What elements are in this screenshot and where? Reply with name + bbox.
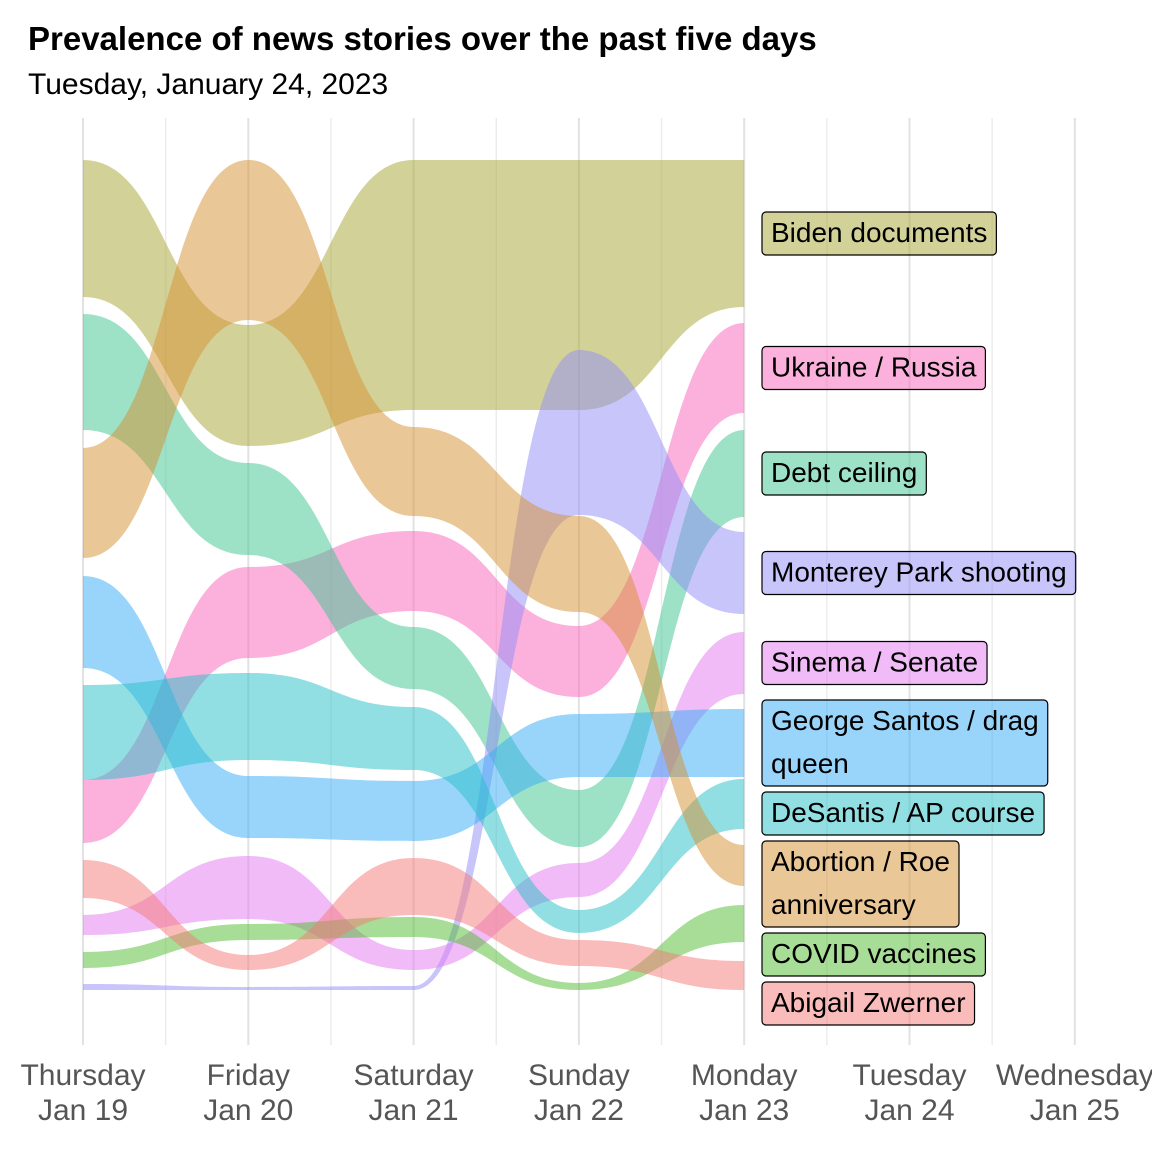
x-tick-label: Friday <box>207 1059 290 1092</box>
label-text: Sinema / Senate <box>771 647 978 678</box>
x-tick-label: Monday <box>691 1059 798 1092</box>
label-debt-ceiling: Debt ceiling <box>761 451 927 496</box>
ribbon-ukraine-russia <box>83 323 745 843</box>
label-box <box>761 981 976 1026</box>
label-box <box>761 932 987 977</box>
label-text: anniversary <box>771 889 916 920</box>
chart-title: Prevalence of news stories over the past… <box>28 20 817 57</box>
label-box <box>761 791 1045 836</box>
x-tick-label: Jan 21 <box>369 1094 459 1127</box>
x-tick-label: Jan 24 <box>864 1094 954 1127</box>
label-george-santos-drag-queen: George Santos / drag queen <box>761 699 1049 787</box>
label-text: Debt ceiling <box>771 457 917 488</box>
chart-subtitle: Tuesday, January 24, 2023 <box>28 68 389 101</box>
label-text: DeSantis / AP course <box>771 797 1035 828</box>
label-biden-documents: Biden documents <box>761 211 997 256</box>
label-box <box>761 345 987 391</box>
label-box <box>761 640 988 686</box>
label-box <box>761 840 960 928</box>
label-text: Monterey Park shooting <box>771 557 1067 588</box>
label-text: Ukraine / Russia <box>771 352 977 383</box>
ribbon-abigail-zwerner <box>83 858 745 990</box>
x-tick-label: Jan 20 <box>203 1094 293 1127</box>
ribbon-covid-vaccines <box>83 905 745 990</box>
x-tick-label: Sunday <box>528 1059 630 1092</box>
x-tick-label: Thursday <box>20 1059 145 1092</box>
label-text: Abigail Zwerner <box>771 987 966 1018</box>
label-box <box>761 699 1049 787</box>
label-box <box>761 550 1077 596</box>
label-sinema-senate: Sinema / Senate <box>761 640 988 686</box>
label-ukraine-russia: Ukraine / Russia <box>761 345 987 391</box>
ribbon-sinema-senate <box>83 632 745 970</box>
x-tick-label: Jan 19 <box>38 1094 128 1127</box>
label-text: COVID vaccines <box>771 938 976 969</box>
label-covid-vaccines: COVID vaccines <box>761 932 987 977</box>
x-tick-label: Jan 25 <box>1030 1094 1120 1127</box>
label-desantis-ap-course: DeSantis / AP course <box>761 791 1045 836</box>
label-monterey-park-shooting: Monterey Park shooting <box>761 550 1077 596</box>
label-text: George Santos / drag <box>771 705 1039 736</box>
label-box <box>761 211 997 256</box>
label-text: Biden documents <box>771 217 987 248</box>
ribbon-monterey-park-shooting <box>83 350 745 990</box>
ribbon-george-santos-drag-queen <box>83 576 745 841</box>
x-tick-label: Wednesday <box>996 1059 1152 1092</box>
series-labels: Biden documents Ukraine / Russia Debt ceil… <box>761 211 1077 1026</box>
x-tick-label: Jan 23 <box>699 1094 789 1127</box>
x-tick-label: Tuesday <box>853 1059 967 1092</box>
label-text: queen <box>771 748 849 779</box>
label-abortion-roe-anniversary: Abortion / Roe anniversary <box>761 840 960 928</box>
ribbon-desantis-ap-course <box>83 673 745 933</box>
label-abigail-zwerner: Abigail Zwerner <box>761 981 976 1026</box>
label-text: Abortion / Roe <box>771 846 950 877</box>
ribbons <box>83 160 745 990</box>
label-box <box>761 451 927 496</box>
x-tick-label: Saturday <box>354 1059 474 1092</box>
x-tick-label: Jan 22 <box>534 1094 624 1127</box>
